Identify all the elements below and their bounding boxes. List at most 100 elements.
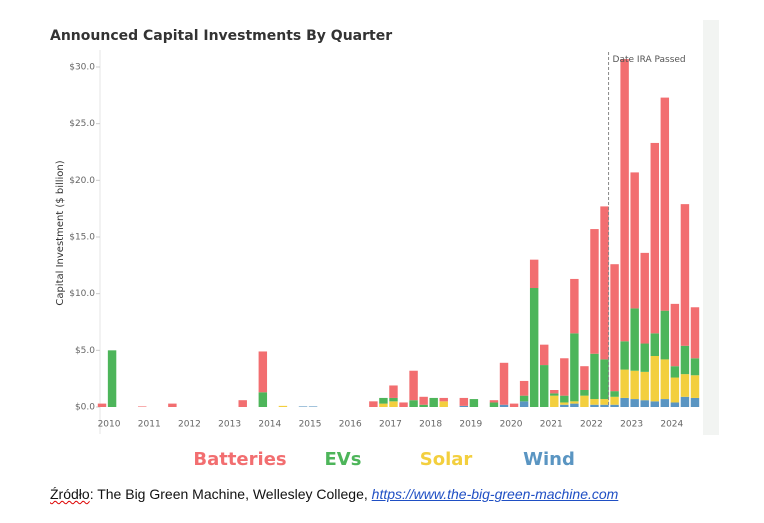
bar-segment [107,350,117,407]
bar-segment [519,395,529,402]
bar-segment [640,371,649,401]
bar-segment [459,405,469,407]
bar-segment [630,308,639,371]
bar-segment [630,370,639,400]
bar-segment [540,365,549,407]
legend-entry: Batteries [193,449,286,470]
bar-segment [570,278,579,334]
bar-segment [570,333,579,402]
annotation-text: Date IRA Passed [613,55,686,65]
bar-segment [610,391,619,397]
y-tick-label: $10.0 [69,289,95,299]
bar-segment [550,390,559,394]
bar-segment [168,403,177,407]
bar-segment [519,380,529,396]
side-strip [703,20,719,435]
bar-segment [570,401,579,404]
bar-segment [550,393,559,396]
y-tick-label: $30.0 [69,63,95,73]
bar-segment [499,362,509,405]
bar-segment [690,358,700,376]
bar-segment [590,353,599,400]
bar-segment [439,401,448,407]
bar-segment [258,351,268,393]
bar-segment [439,397,448,402]
bar-segment [560,395,569,403]
bar-segment [489,402,499,407]
bar-segment [258,392,268,407]
bar-segment [630,399,639,407]
bar-segment [519,401,529,407]
bar-segment [610,404,619,407]
bar-segment [620,369,629,398]
x-tick-label: 2023 [620,420,643,430]
x-tick-label: 2015 [299,420,322,430]
x-tick-label: 2024 [660,420,683,430]
bar-segment [620,59,629,342]
bar-segment [590,404,599,407]
legend-entry: Wind [523,449,575,470]
bar-segment [399,402,408,407]
bar-segment [670,303,680,367]
bar-segment [660,310,670,360]
bar-segment [680,374,690,397]
bar-segment [660,399,670,407]
bar-segment [389,385,398,398]
bar-segment [610,264,619,392]
bar-segment [540,344,549,366]
bar-segment [499,404,509,407]
bar-segment [620,397,629,407]
bar-segment [640,252,649,344]
bar-segment [650,333,659,356]
x-tick-label: 2010 [98,420,121,430]
bar-segment [459,397,469,406]
bar-segment [489,400,499,403]
x-tick-label: 2019 [459,420,482,430]
x-tick-label: 2022 [580,420,603,430]
bar-segment [580,395,589,407]
bar-segment [630,172,639,309]
bar-segment [650,142,659,334]
bar-segment [580,390,589,396]
bar-segment [590,399,599,405]
y-tick-label: $25.0 [69,119,95,129]
bar-segment [550,395,559,407]
bar-segment [680,204,690,346]
bar-segment [379,403,388,407]
source-prefix: Źródło [50,486,90,502]
bar-segment [560,402,569,405]
legend-entry: Solar [420,449,473,470]
y-tick-label: $20.0 [69,176,95,186]
bar-segment [389,401,398,407]
bar-segment [590,229,599,354]
bar-segment [650,401,659,407]
y-axis-label: Capital Investment ($ billion) [55,160,66,305]
source: Źródło: The Big Green Machine, Wellesley… [50,486,618,502]
bar-segment [529,288,539,407]
bar-segment [620,341,629,370]
chart-title: Announced Capital Investments By Quarter [50,28,392,44]
bar-segment [138,406,147,407]
bar-segment [379,397,388,404]
bar-segment [308,406,318,407]
bar-segment [690,397,700,407]
bar-segment [580,366,589,390]
bar-segment [690,307,700,359]
bar-segment [670,366,680,378]
bar-segment [660,97,670,311]
bar-segment [419,396,428,405]
bar-segment [600,399,609,405]
bar-segment [600,404,609,407]
bar-segment [570,403,579,407]
x-tick-label: 2018 [419,420,442,430]
x-tick-label: 2014 [258,420,281,430]
bar-segment [298,406,308,407]
legend-entry: EVs [325,449,362,470]
x-tick-label: 2021 [540,420,563,430]
bar-segment [560,358,569,396]
bar-segment [640,400,649,407]
bar-segment [680,396,690,407]
source-link[interactable]: https://www.the-big-green-machine.com [371,486,619,502]
x-tick-label: 2012 [178,420,201,430]
